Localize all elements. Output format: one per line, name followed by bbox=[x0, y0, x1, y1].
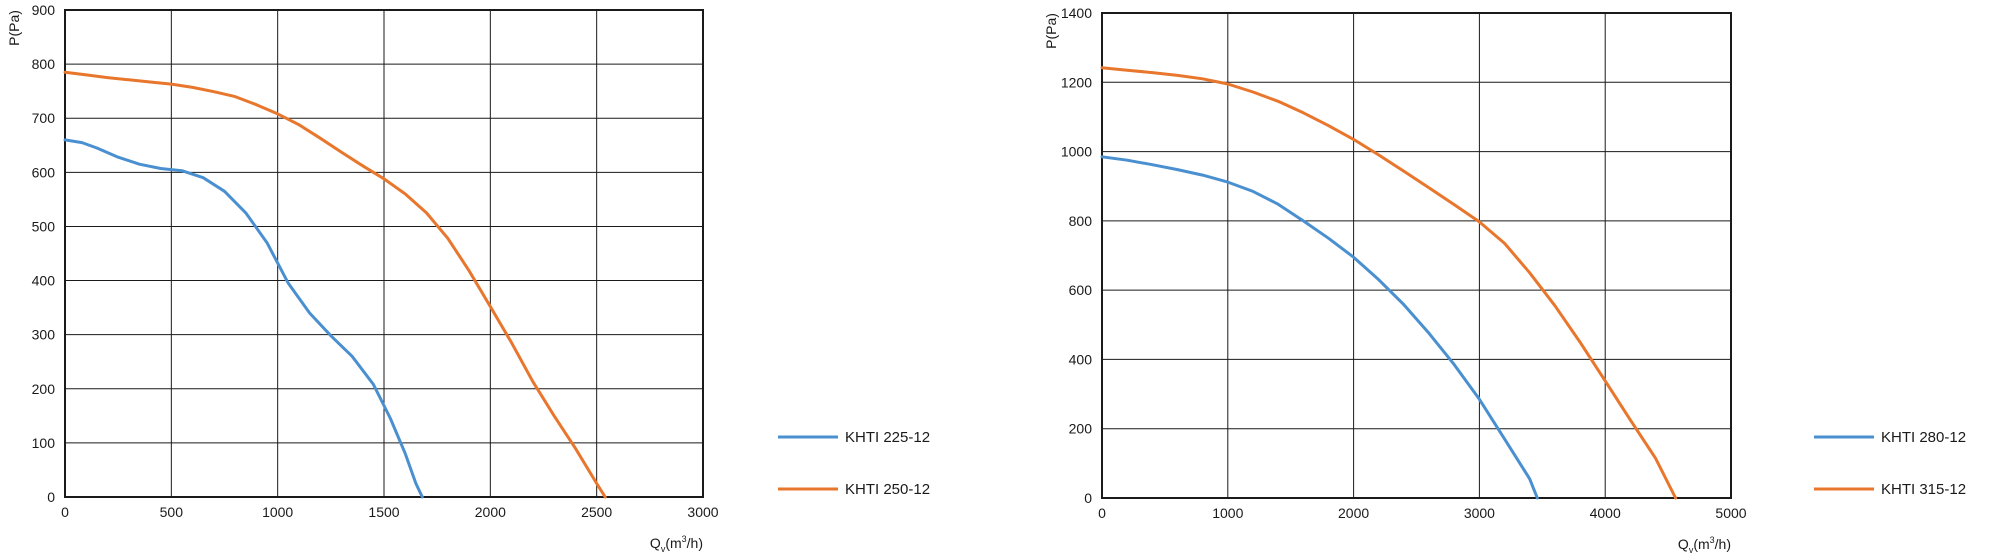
y-tick-label: 500 bbox=[32, 218, 56, 234]
x-tick-label: 1500 bbox=[368, 504, 399, 520]
y-tick-label: 200 bbox=[1069, 421, 1093, 437]
plot-frame bbox=[64, 9, 704, 498]
y-tick-label: 900 bbox=[32, 2, 56, 18]
series-line-2 bbox=[63, 70, 607, 499]
legend-label-1: KHTI 280-12 bbox=[1881, 429, 1966, 446]
x-tick-label: 0 bbox=[1098, 505, 1106, 521]
x-tick-label: 0 bbox=[61, 504, 69, 520]
chart-1: 0 500 1000 1500 2000 2500 3000 0 100 200 300 400 500… bbox=[6, 2, 930, 554]
x-tick-label: 3000 bbox=[687, 504, 718, 520]
y-axis-label: P(Pa) bbox=[1043, 13, 1059, 49]
y-tick-label: 200 bbox=[32, 381, 56, 397]
x-tick-label: 4000 bbox=[1590, 505, 1621, 521]
x-tick-label: 1000 bbox=[1212, 505, 1243, 521]
x-axis-label-sub: v bbox=[1689, 545, 1694, 555]
x-tick-label: 2000 bbox=[475, 504, 506, 520]
x-axis-label-sup: 3 bbox=[682, 534, 687, 544]
y-tick-label: 400 bbox=[1069, 351, 1093, 367]
x-axis-label-q: Q bbox=[650, 535, 661, 551]
x-tick-label: 2500 bbox=[581, 504, 612, 520]
series-line-1 bbox=[63, 138, 424, 499]
y-tick-label: 1400 bbox=[1061, 5, 1092, 21]
y-axis-label: P(Pa) bbox=[6, 10, 22, 46]
y-tick-label: 100 bbox=[32, 435, 56, 451]
legend-label-1: KHTI 225-12 bbox=[845, 429, 930, 446]
y-tick-label: 600 bbox=[1069, 282, 1093, 298]
y-tick-label: 600 bbox=[32, 164, 56, 180]
legend-label-2: KHTI 250-12 bbox=[845, 481, 930, 498]
x-axis-label-sup: 3 bbox=[1710, 535, 1715, 545]
y-tick-label: 1000 bbox=[1061, 144, 1092, 160]
series-line-2 bbox=[1100, 66, 1678, 500]
legend-label-2: KHTI 315-12 bbox=[1881, 481, 1966, 498]
x-tick-label: 5000 bbox=[1715, 505, 1746, 521]
x-axis-label-q: Q bbox=[1678, 536, 1689, 552]
y-tick-label: 0 bbox=[1084, 490, 1092, 506]
x-axis-label-unit: (m bbox=[665, 535, 681, 551]
x-axis-label-unit-end: /h) bbox=[1715, 536, 1731, 552]
x-tick-label: 3000 bbox=[1464, 505, 1495, 521]
series-line-1 bbox=[1100, 155, 1539, 500]
y-tick-label: 400 bbox=[32, 273, 56, 289]
y-tick-label: 700 bbox=[32, 110, 56, 126]
x-tick-label: 2000 bbox=[1338, 505, 1369, 521]
x-tick-label: 1000 bbox=[262, 504, 293, 520]
chart-2: 0 1000 2000 3000 4000 5000 0 200 400 600 800 1000 12… bbox=[1043, 5, 1966, 555]
x-axis-label-sub: v bbox=[661, 544, 666, 554]
y-tick-label: 1200 bbox=[1061, 74, 1092, 90]
x-axis-label: Qv(m3/h) bbox=[1678, 535, 1731, 555]
y-tick-label: 800 bbox=[1069, 213, 1093, 229]
x-axis-label: Qv(m3/h) bbox=[650, 534, 703, 554]
x-axis-label-unit: (m bbox=[1693, 536, 1709, 552]
plot-frame bbox=[1101, 12, 1732, 499]
y-tick-label: 800 bbox=[32, 56, 56, 72]
y-tick-label: 300 bbox=[32, 327, 56, 343]
x-tick-label: 500 bbox=[160, 504, 184, 520]
y-tick-label: 0 bbox=[47, 489, 55, 505]
x-axis-label-unit-end: /h) bbox=[687, 535, 703, 551]
